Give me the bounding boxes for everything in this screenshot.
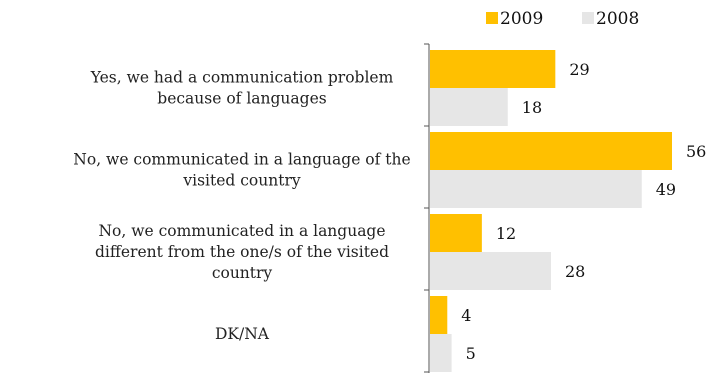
value-label-2008-2: 28 — [565, 262, 585, 281]
legend-label-2009: 2009 — [500, 9, 543, 29]
category-label-2: No, we communicated in a language differe… — [95, 222, 389, 282]
category-axis — [424, 43, 430, 373]
value-label-2008-0: 18 — [522, 98, 542, 117]
bar-2008-3 — [430, 334, 452, 372]
bar-2009-3 — [430, 296, 448, 334]
value-label-2008-3: 5 — [466, 344, 476, 363]
value-label-2009-0: 29 — [569, 60, 589, 79]
legend-swatch-2008 — [582, 12, 594, 24]
value-labels: 29 18 56 49 12 28 4 5 — [461, 60, 706, 363]
bar-2009-0 — [430, 50, 556, 88]
bar-2008-0 — [430, 88, 508, 126]
bar-2009-1 — [430, 132, 672, 170]
value-label-2008-1: 49 — [656, 180, 676, 199]
category-label-1: No, we communicated in a language of the… — [73, 151, 410, 190]
bar-2008-1 — [430, 170, 642, 208]
chart-legend: 2009 2008 — [486, 9, 639, 29]
category-label-3: DK/NA — [215, 325, 270, 343]
value-label-2009-3: 4 — [461, 306, 471, 325]
category-label-0: Yes, we had a communication problem becau… — [90, 69, 394, 108]
value-label-2009-2: 12 — [496, 224, 516, 243]
bar-series-group — [430, 50, 672, 372]
legend-label-2008: 2008 — [596, 9, 639, 29]
legend-swatch-2009 — [486, 12, 498, 24]
value-label-2009-1: 56 — [686, 142, 706, 161]
category-labels: Yes, we had a communication problem becau… — [73, 69, 410, 344]
bar-2008-2 — [430, 252, 551, 290]
bar-2009-2 — [430, 214, 482, 252]
